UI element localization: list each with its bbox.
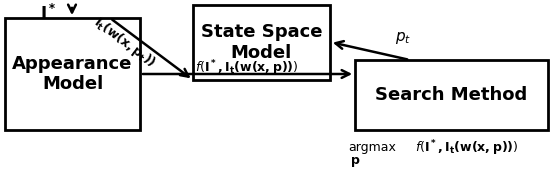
Text: $\mathbf{p}$: $\mathbf{p}$ (350, 155, 360, 169)
Text: $\mathbf{I^*}$: $\mathbf{I^*}$ (40, 4, 56, 24)
Bar (355, 60, 548, 130)
Text: $f(\mathbf{I^*, I_t(w(x, p))})$: $f(\mathbf{I^*, I_t(w(x, p))})$ (415, 138, 518, 158)
Text: Search Method: Search Method (375, 86, 528, 104)
Bar (193, 5, 330, 80)
Text: $f(\mathbf{I^*, I_t(w(x, p))})$: $f(\mathbf{I^*, I_t(w(x, p))})$ (195, 58, 299, 78)
Text: Appearance
Model: Appearance Model (12, 55, 133, 93)
Text: argmax: argmax (348, 142, 396, 155)
Text: $p_t$: $p_t$ (395, 30, 411, 46)
Bar (5, 18, 140, 130)
Text: State Space
Model: State Space Model (201, 23, 322, 62)
Text: $\mathbf{I_t(w(x, p_t))}$: $\mathbf{I_t(w(x, p_t))}$ (91, 13, 160, 71)
